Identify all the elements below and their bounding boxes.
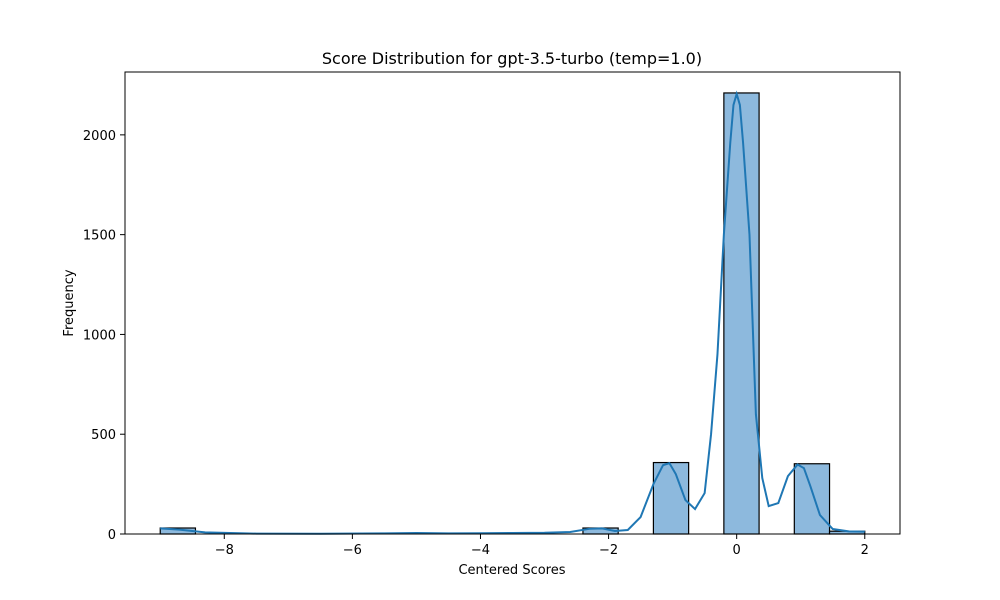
x-tick-label: −2 xyxy=(599,543,618,558)
x-tick-label: −8 xyxy=(215,543,234,558)
x-axis: −8 −6 −4 −2 0 2 xyxy=(215,534,869,558)
kde-curve xyxy=(160,90,865,535)
x-tick-label: 0 xyxy=(733,543,741,558)
x-axis-label: Centered Scores xyxy=(458,563,565,578)
y-tick-label: 1500 xyxy=(83,229,116,244)
plot-frame xyxy=(124,71,901,535)
y-tick-label: 0 xyxy=(108,528,116,543)
histogram-bar xyxy=(793,463,831,535)
x-tick-label: 2 xyxy=(861,543,869,558)
y-tick-label: 500 xyxy=(91,428,116,443)
x-tick-label: −6 xyxy=(343,543,362,558)
chart-title: Score Distribution for gpt-3.5-turbo (te… xyxy=(322,49,702,68)
y-tick-label: 2000 xyxy=(83,129,116,144)
y-axis: 0 500 1000 1500 2000 xyxy=(83,129,125,543)
x-tick-label: −4 xyxy=(471,543,490,558)
plot-area xyxy=(159,90,866,535)
y-axis-label: Frequency xyxy=(62,269,77,336)
y-tick-label: 1000 xyxy=(83,328,116,343)
